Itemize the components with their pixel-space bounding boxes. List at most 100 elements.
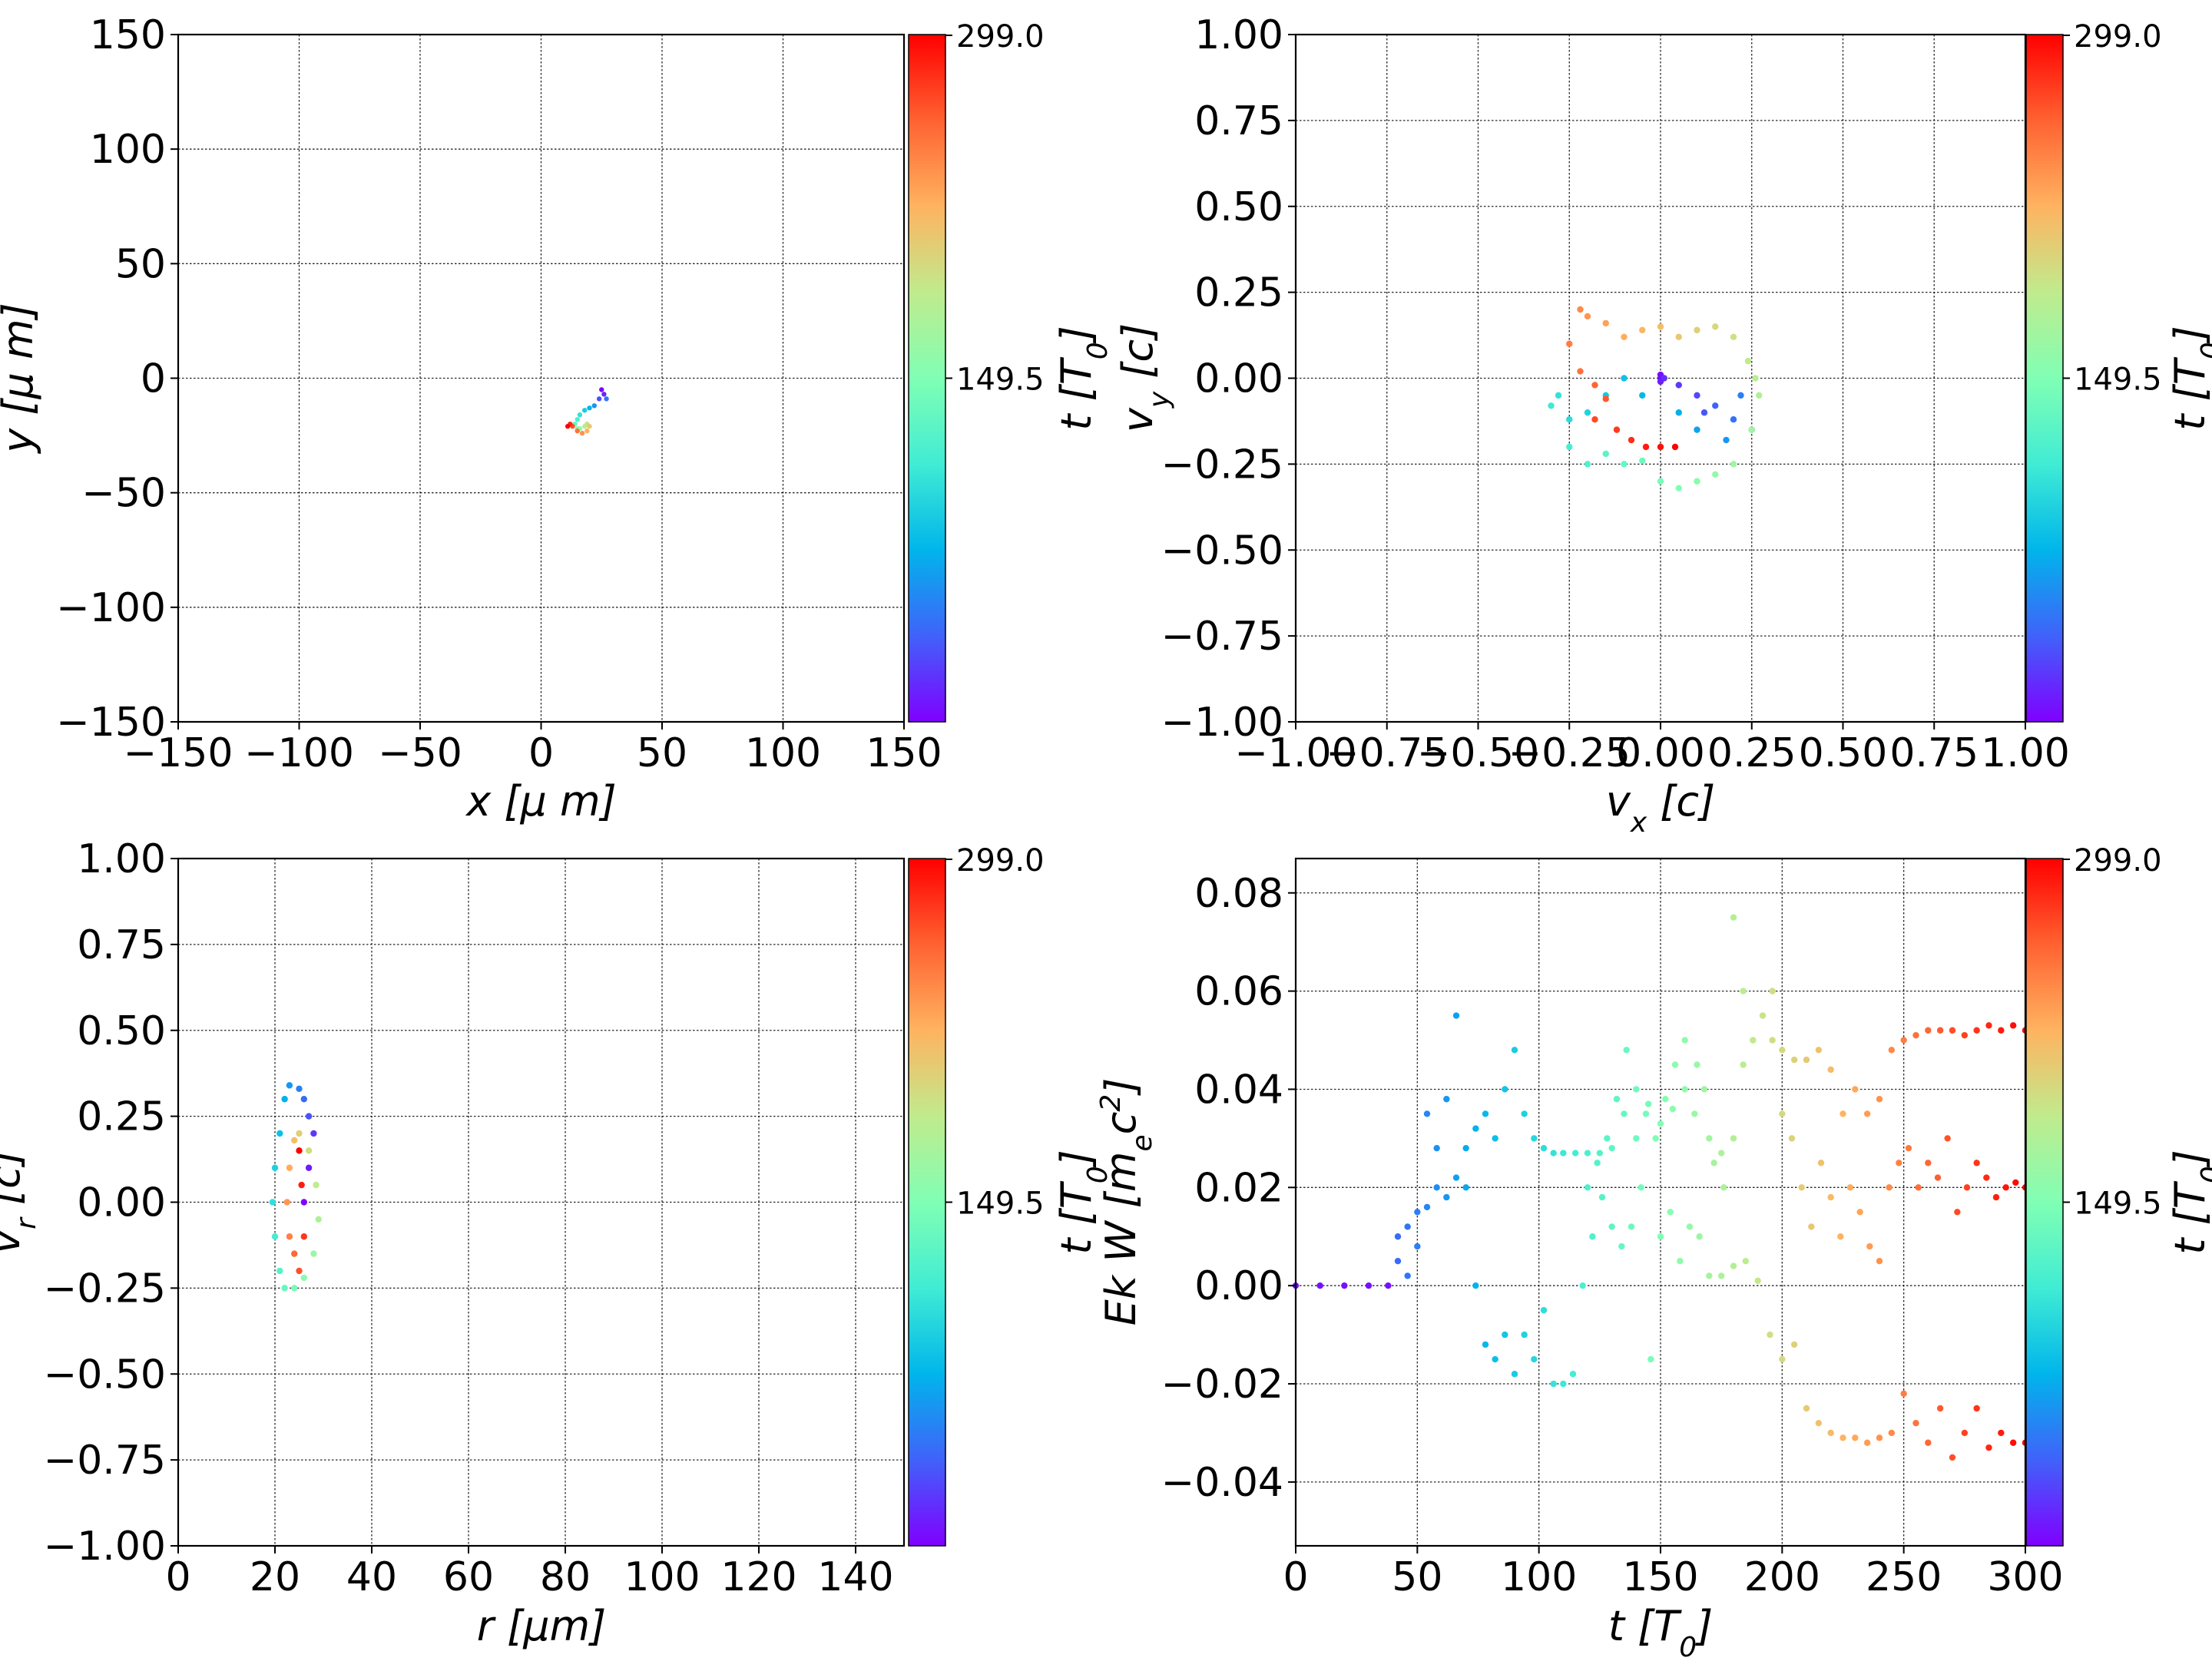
x-tick-label: −50 — [378, 730, 462, 776]
data-point — [596, 396, 602, 402]
data-point — [1657, 478, 1664, 485]
data-point — [579, 430, 585, 436]
data-point — [1720, 1184, 1727, 1191]
data-point — [281, 1285, 288, 1292]
colorbar — [908, 858, 946, 1547]
colorbar-label: t [T0] — [1052, 1150, 1114, 1254]
data-point — [1662, 1096, 1669, 1103]
x-tick-label: 0.00 — [1616, 730, 1705, 776]
data-point — [1571, 1150, 1579, 1156]
data-point — [1963, 1184, 1971, 1191]
data-point — [1712, 402, 1719, 409]
data-point — [1961, 1429, 1969, 1437]
data-point — [1423, 1110, 1431, 1117]
data-point — [1579, 1282, 1586, 1289]
data-point — [1694, 326, 1700, 334]
data-point — [2012, 1179, 2019, 1186]
data-point — [1905, 1144, 1912, 1152]
colorbar-label-sym: T — [2166, 356, 2212, 385]
data-point — [1566, 340, 1573, 347]
data-point — [1740, 1061, 1747, 1068]
data-point — [1839, 1434, 1846, 1441]
colorbar — [2025, 858, 2064, 1547]
y-tick-label: 0.25 — [1194, 270, 1283, 316]
data-point — [1730, 914, 1737, 921]
data-point — [1639, 457, 1646, 465]
data-point — [1856, 1209, 1863, 1216]
data-point — [1723, 436, 1730, 444]
data-point — [1531, 1355, 1538, 1363]
data-point — [1756, 392, 1763, 399]
y-tick-label: 0.06 — [1194, 969, 1283, 1015]
data-point — [1472, 1282, 1479, 1289]
data-point — [1973, 1405, 1980, 1412]
data-point — [1788, 1135, 1796, 1142]
data-point — [1925, 1160, 1932, 1166]
data-point — [1433, 1144, 1440, 1152]
data-point — [1385, 1282, 1392, 1289]
data-point — [286, 1164, 293, 1171]
data-point — [1769, 1037, 1776, 1044]
y-axis-label: y [μ m] — [0, 303, 42, 454]
data-point — [1394, 1233, 1402, 1240]
data-point — [1482, 1110, 1489, 1117]
data-point — [1604, 1135, 1611, 1142]
data-point — [584, 428, 590, 434]
colorbar-tick-label: 149.5 — [956, 1186, 1045, 1222]
data-point — [601, 392, 607, 397]
data-point — [1482, 1341, 1489, 1348]
data-point — [1675, 333, 1682, 340]
data-point — [1647, 1355, 1654, 1363]
data-point — [1577, 306, 1584, 313]
data-point — [1852, 1434, 1859, 1441]
data-point — [1827, 1066, 1834, 1074]
y-tick-label: −1.00 — [1161, 700, 1283, 746]
data-point — [1730, 1135, 1737, 1142]
colorbar-label-sub: 0 — [2196, 1166, 2212, 1183]
data-point — [1681, 1037, 1688, 1044]
data-point — [1985, 1022, 1992, 1029]
y-tick-label: −100 — [56, 585, 166, 631]
data-point — [1712, 323, 1719, 330]
data-point — [1639, 392, 1646, 399]
data-point — [599, 387, 604, 392]
data-point — [587, 423, 592, 429]
data-point — [1730, 461, 1737, 468]
data-point — [291, 1137, 298, 1144]
data-point — [1925, 1027, 1932, 1034]
data-point — [1633, 1086, 1640, 1093]
data-point — [1414, 1242, 1421, 1250]
data-point — [1642, 1110, 1650, 1117]
position-panel: −150 −100 −50 0 50 100 150−150−100−50050100150… — [0, 12, 942, 826]
data-point — [1694, 392, 1700, 399]
data-point — [1912, 1031, 1919, 1039]
data-point — [1443, 1193, 1450, 1201]
data-point — [300, 1274, 307, 1282]
data-point — [1414, 1209, 1421, 1216]
data-point — [1866, 1242, 1873, 1250]
x-axis-label-sub: x — [1630, 807, 1647, 839]
data-point — [1644, 1100, 1652, 1107]
x-tick-label: 100 — [745, 730, 821, 776]
data-point — [1671, 443, 1679, 451]
colorbar — [2025, 34, 2064, 723]
y-tick-label: 100 — [90, 127, 166, 173]
data-point — [1694, 478, 1700, 485]
data-point — [1790, 1056, 1798, 1064]
data-point — [1669, 1105, 1677, 1113]
colorbar-label: t [T0] — [2166, 1150, 2212, 1254]
data-point — [1815, 1047, 1823, 1054]
data-point — [1740, 988, 1747, 994]
data-point — [1700, 1086, 1708, 1093]
data-point — [283, 1199, 290, 1206]
colorbar-tick-label: 299.0 — [956, 843, 1045, 879]
y-tick-label: −0.02 — [1161, 1362, 1283, 1408]
data-point — [1863, 1110, 1871, 1117]
data-point — [1341, 1282, 1348, 1289]
data-point — [1569, 1371, 1577, 1378]
velocity-panel: −1.00−0.75−0.50−0.250.00 0.25 0.50 0.75 1.00… — [1114, 12, 2070, 839]
data-point — [296, 1267, 303, 1275]
colorbar-tick-label: 149.5 — [2074, 1186, 2162, 1222]
x-tick-label: −0.75 — [1326, 730, 1448, 776]
data-point — [1706, 1135, 1713, 1142]
